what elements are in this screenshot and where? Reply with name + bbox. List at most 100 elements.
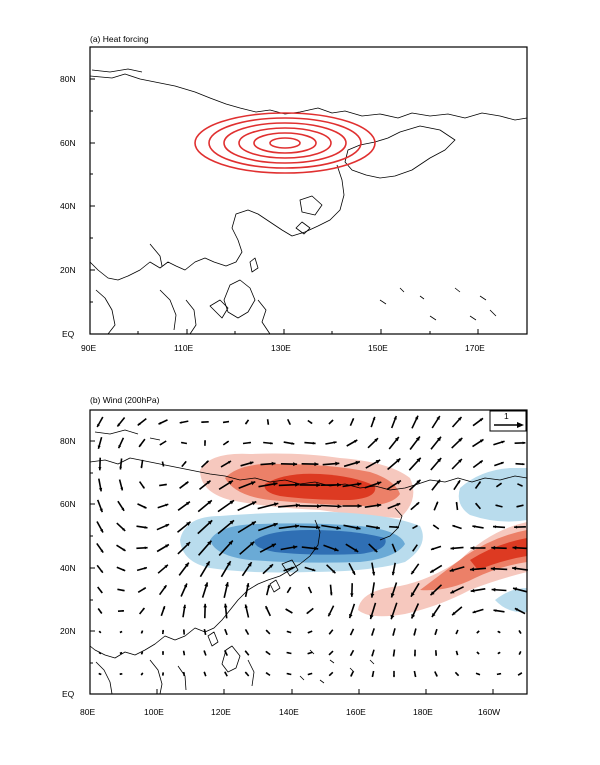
wind-vector-arrowhead xyxy=(269,564,273,568)
wind-vector-arrowhead xyxy=(458,459,462,463)
wind-vector-arrowhead xyxy=(479,460,483,464)
wind-vector-arrowhead xyxy=(434,632,437,635)
wind-vector-arrowhead xyxy=(313,546,319,551)
wind-vector-arrowhead xyxy=(163,585,167,589)
negative-anomaly-east xyxy=(458,468,527,522)
panel-a-lat-label: 40N xyxy=(60,201,76,211)
wind-vector-arrowhead xyxy=(224,629,227,632)
wind-vector-arrowhead xyxy=(411,592,415,597)
wind-vector-arrowhead xyxy=(203,650,206,653)
wind-vector-arrowhead xyxy=(203,603,207,608)
wind-vector-arrowhead xyxy=(436,479,441,484)
wind-vector-arrowhead xyxy=(121,507,125,511)
wind-vector-arrowhead xyxy=(143,505,147,509)
wind-vector-arrowhead xyxy=(251,501,257,506)
wind-vector-arrowhead xyxy=(498,673,502,675)
panel-b-lat-label: 80N xyxy=(60,436,76,446)
wind-vector-arrowhead xyxy=(246,583,250,587)
wind-vector-arrowhead xyxy=(435,653,438,656)
wind-vector-arrowhead xyxy=(472,610,476,614)
wind-vector-arrowhead xyxy=(226,441,229,444)
wind-vector-arrowhead xyxy=(119,631,123,634)
wind-vector-arrowhead xyxy=(142,608,145,611)
wind-vector-arrowhead xyxy=(371,571,376,576)
panel-a-lon-label: 130E xyxy=(271,343,291,353)
panel-b-ticks xyxy=(90,440,494,694)
wind-vector-arrowhead xyxy=(490,566,495,571)
wind-vector-arrowhead xyxy=(144,567,147,570)
wind-vector-arrowhead xyxy=(412,549,415,552)
panel-b-lon-label: 180E xyxy=(413,707,433,717)
wind-vector-arrowhead xyxy=(186,521,191,526)
wind-vector-arrowhead xyxy=(316,483,321,488)
wind-vector-arrowhead xyxy=(291,566,295,570)
wind-vector-arrowhead xyxy=(450,589,455,594)
wind-vector-arrowhead xyxy=(122,527,126,531)
wind-vector-arrowhead xyxy=(204,582,209,587)
wind-vector-arrowhead xyxy=(223,421,226,424)
wind-vector-arrowhead xyxy=(369,614,374,620)
wind-vector-arrowhead xyxy=(118,445,122,449)
wind-vector-arrowhead xyxy=(228,540,233,545)
wind-vector-arrowhead xyxy=(227,461,231,464)
wind-vector-arrowhead xyxy=(121,609,124,612)
wind-vector-arrowhead xyxy=(271,461,276,466)
wind-vector-arrowhead xyxy=(98,630,101,633)
positive-anomaly-southeast-peak xyxy=(470,538,527,570)
wind-vector-arrowhead xyxy=(119,466,123,470)
wind-vector-arrowhead xyxy=(159,443,162,445)
wind-vector-arrowhead xyxy=(293,462,298,467)
wind-vector-arrowhead xyxy=(452,611,456,616)
panel-a-lat-label: 60N xyxy=(60,138,76,148)
wind-vector-arrowhead xyxy=(250,481,256,486)
wind-vector-arrowhead xyxy=(450,546,454,550)
wind-vector-arrowhead xyxy=(267,422,270,425)
wind-vector-arrowhead xyxy=(394,437,399,442)
wind-vector-arrowhead xyxy=(516,505,519,508)
wind-vector-arrowhead xyxy=(512,566,517,571)
wind-vector-arrowhead xyxy=(336,525,341,530)
wind-vector-arrowhead xyxy=(415,525,418,528)
wind-vector-arrowhead xyxy=(273,522,278,527)
wind-vector-arrowhead xyxy=(295,524,300,529)
wind-vector-arrowhead xyxy=(117,423,121,427)
wind-vector-arrowhead xyxy=(120,487,124,491)
wind-vector-arrowhead xyxy=(356,525,361,530)
reference-vector-label: 1 xyxy=(504,411,509,421)
wind-vector-arrowhead xyxy=(371,633,374,636)
wind-vector-arrowhead xyxy=(229,520,234,525)
wind-vector-arrowhead xyxy=(501,462,504,465)
wind-vector-arrowhead xyxy=(337,482,342,487)
wind-vector-arrowhead xyxy=(314,462,319,467)
wind-vector-arrowhead xyxy=(332,570,336,574)
wind-vector-arrowhead xyxy=(357,503,362,508)
wind-vector-arrowhead xyxy=(396,503,401,507)
wind-vector-arrowhead xyxy=(391,571,395,576)
wind-vector-arrowhead xyxy=(329,592,333,596)
wind-vector-arrowhead xyxy=(223,603,228,608)
wind-vector-arrowhead xyxy=(288,422,291,425)
wind-vector-arrowhead xyxy=(165,503,169,507)
panel-a: (a) Heat forcing xyxy=(60,34,528,353)
wind-vector-arrowhead xyxy=(312,441,316,445)
wind-vector-arrowhead xyxy=(458,417,462,421)
wind-vector-arrowhead xyxy=(228,480,233,485)
wind-vector-arrowhead xyxy=(329,632,332,635)
panel-b-lon-label: 80E xyxy=(80,707,95,717)
wind-vector-arrowhead xyxy=(265,606,269,610)
wind-vector-arrowhead xyxy=(205,561,210,566)
wind-vector-arrowhead xyxy=(312,568,316,572)
wind-vector-arrowhead xyxy=(162,606,166,609)
wind-vector-arrowhead xyxy=(306,611,309,614)
wind-vector-arrowhead xyxy=(251,521,256,526)
wind-vector-arrowhead xyxy=(266,672,269,675)
wind-vector-arrowhead xyxy=(390,593,395,598)
wind-vector-arrowhead xyxy=(329,673,332,676)
panel-b-lat-label: 20N xyxy=(60,626,76,636)
wind-vector-arrowhead xyxy=(493,525,497,529)
wind-vector-arrowhead xyxy=(248,441,251,444)
reference-vector-arrowhead xyxy=(517,422,524,428)
wind-vector-arrowhead xyxy=(501,440,505,444)
wind-vector-arrowhead xyxy=(207,500,212,505)
wind-vector-arrowhead xyxy=(185,542,191,547)
